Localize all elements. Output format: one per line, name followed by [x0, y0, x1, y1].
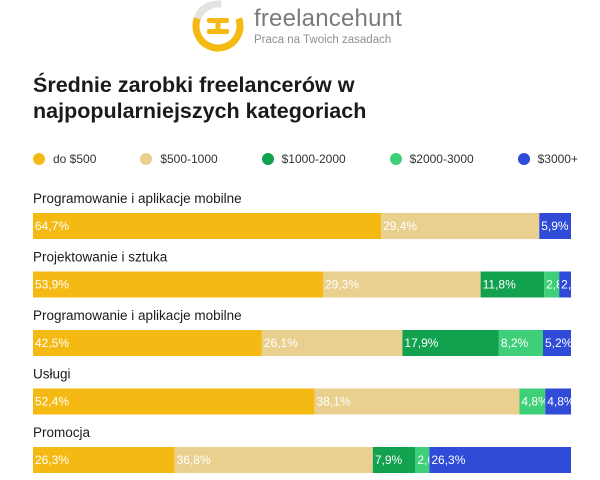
data-label: 7,9% [375, 453, 403, 467]
data-label: 38,1% [317, 395, 351, 409]
bar-segment [519, 388, 546, 415]
category-label: Usługi [33, 367, 71, 382]
data-label: 11,8% [483, 278, 516, 292]
brand-name: freelancehunt [254, 5, 403, 33]
data-label: 4,8% [547, 395, 575, 409]
legend-swatch-icon [140, 153, 153, 165]
data-label: 4,8% [521, 395, 549, 409]
legend-label: $3000+ [537, 152, 578, 166]
bar-segment [33, 271, 323, 298]
legend-swatch-icon [33, 153, 45, 165]
data-label: 53,9% [35, 278, 69, 292]
data-label: 5,9% [541, 219, 569, 233]
data-label: 29,4% [383, 219, 417, 233]
data-label: 29,3% [325, 278, 359, 292]
data-label: 2,2% [561, 278, 589, 292]
data-label: 8,2% [501, 336, 529, 350]
bar-segment [322, 271, 481, 298]
data-label: 17,9% [404, 336, 438, 350]
data-label: 52,4% [35, 395, 69, 409]
data-label: 42,5% [35, 336, 69, 350]
data-label: 64,7% [35, 219, 69, 233]
bar-segment [429, 447, 571, 473]
bar-segment [314, 388, 520, 415]
brand: freelancehunt Praca na Twoich zasadach [192, 0, 402, 52]
bar-segment [559, 271, 571, 298]
legend-label: do $500 [53, 152, 97, 166]
legend-label: $1000-2000 [281, 152, 346, 166]
bar-segment [33, 447, 175, 473]
legend-item: $500-1000 [140, 152, 218, 166]
legend-swatch-icon [389, 153, 402, 165]
bar-segment [545, 388, 571, 415]
legend-item: $2000-3000 [389, 152, 474, 166]
legend-swatch-icon [261, 153, 274, 165]
chart-title: Średnie zarobki freelancerów w najpopula… [33, 73, 367, 123]
legend-label: $500-1000 [160, 152, 218, 166]
bar-segment [539, 213, 571, 239]
legend-item: $3000+ [517, 152, 578, 166]
bar-segment [174, 447, 373, 473]
brand-tagline: Praca na Twoich zasadach [254, 34, 392, 47]
bar-segment [544, 271, 560, 298]
bar-segment [33, 388, 315, 415]
data-label: 5,2% [545, 336, 573, 350]
bar-segment [372, 447, 416, 473]
legend-label: $2000-3000 [409, 152, 474, 166]
bar-segment [402, 330, 499, 356]
category-label: Projektowanie i sztuka [33, 250, 168, 265]
legend-swatch-icon [517, 153, 530, 165]
category-label: Programowanie i aplikacje mobilne [33, 191, 242, 206]
data-label: 26,1% [264, 336, 298, 350]
bar-segment [542, 330, 571, 356]
chart-legend: do $500 $500-1000 $1000-2000 $2000-3000 … [33, 151, 578, 167]
freelancehunt-logo-icon [192, 0, 244, 52]
legend-item: $1000-2000 [261, 152, 346, 166]
bar-segment [261, 330, 403, 356]
legend-item: do $500 [33, 152, 96, 166]
bar-segment [33, 213, 382, 239]
category-label: Promocja [33, 425, 91, 440]
data-label: 26,3% [431, 453, 465, 467]
category-label: Programowanie i aplikacje mobilne [33, 308, 242, 323]
bar-segment [415, 447, 430, 473]
bar-segment [480, 271, 545, 298]
data-label: 26,3% [35, 453, 69, 467]
bar-segment [33, 330, 262, 356]
bar-segment [498, 330, 543, 356]
data-label: 36,8% [177, 453, 211, 467]
bar-segment [381, 213, 540, 239]
